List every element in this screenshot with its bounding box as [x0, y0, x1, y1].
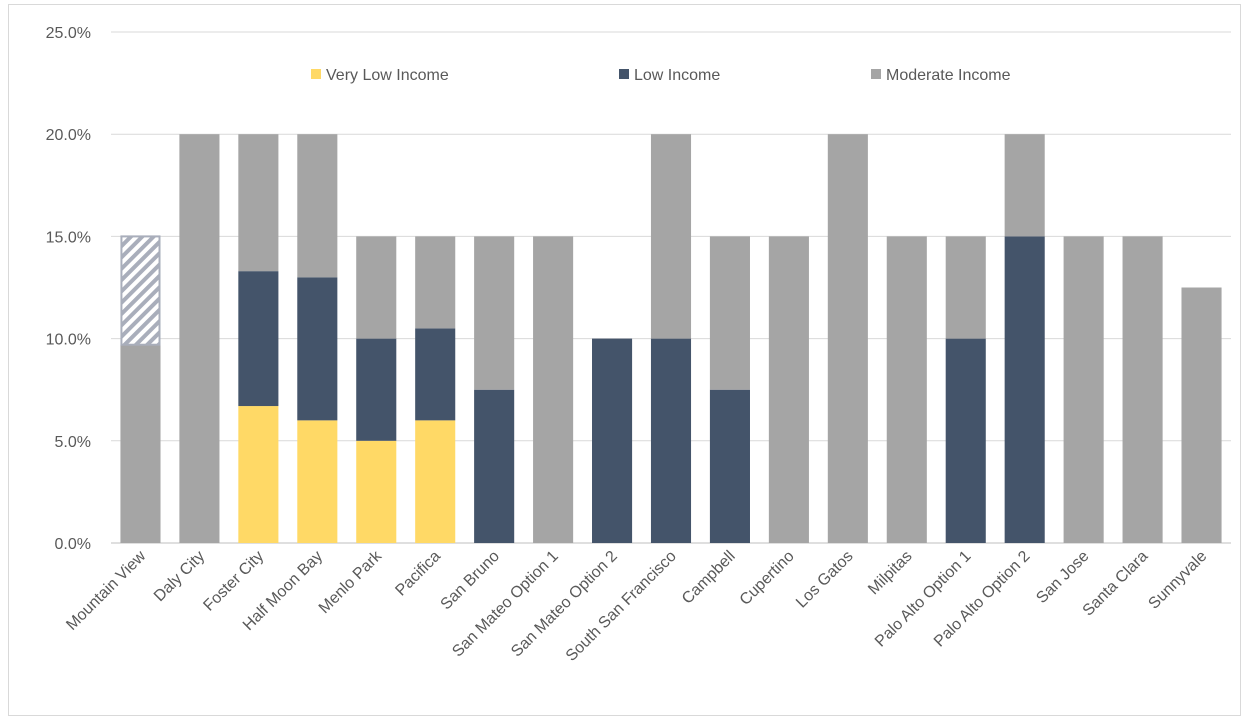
bar-segment: [356, 338, 397, 441]
x-tick-label: San Jose: [1033, 548, 1092, 607]
x-tick-label: San Mateo Option 1: [449, 548, 562, 661]
bar-segment: [709, 389, 750, 543]
bar-segment: [945, 236, 986, 339]
x-tick-label: South San Francisco: [563, 548, 680, 665]
bar-segment: [1063, 236, 1104, 543]
bar-segment: [1004, 134, 1045, 237]
x-tick-label: Campbell: [679, 548, 739, 608]
legend: Very Low Income Low Income Moderate Income: [311, 67, 1011, 84]
bar-segment: [179, 134, 220, 543]
bar-segment: [356, 236, 397, 339]
bar-segment: [238, 406, 279, 543]
legend-swatch: [871, 69, 881, 79]
y-tick-label: 25.0%: [46, 25, 91, 42]
bar-segment: [238, 271, 279, 407]
chart-frame: 0.0% 5.0% 10.0% 15.0% 20.0% 25.0% Mountain Vi…: [8, 4, 1241, 716]
hatched-bar-segment: [120, 235, 161, 346]
bar-segment: [297, 420, 338, 543]
x-tick-label: Menlo Park: [316, 547, 386, 617]
legend-swatch: [619, 69, 629, 79]
bar-segment: [886, 236, 927, 543]
bar-segment: [415, 328, 456, 421]
y-tick-label: 15.0%: [46, 229, 91, 246]
bar-segment: [297, 134, 338, 278]
bar-segment: [415, 420, 456, 543]
bar-segment: [709, 236, 750, 390]
bar-segment: [415, 236, 456, 329]
legend-label: Moderate Income: [886, 67, 1011, 84]
bars: [120, 134, 1222, 543]
bar-segment: [238, 134, 279, 272]
bar-segment: [650, 134, 692, 339]
bar-segment: [297, 277, 338, 421]
x-tick-label: Mountain View: [63, 547, 149, 633]
bar-segment: [356, 440, 397, 543]
y-tick-label: 10.0%: [46, 332, 91, 349]
x-tick-label: Milpitas: [865, 548, 915, 598]
y-tick-label: 5.0%: [55, 434, 91, 451]
bar-segment: [533, 236, 574, 543]
bar-segment: [474, 389, 515, 543]
bar-segment: [120, 344, 161, 543]
bar-segment: [1004, 236, 1045, 543]
bar-segment: [650, 338, 692, 543]
bar-segment: [592, 338, 633, 543]
x-tick-label: Sunnyvale: [1145, 548, 1210, 613]
y-tick-label: 0.0%: [55, 536, 91, 553]
stacked-bar-chart: 0.0% 5.0% 10.0% 15.0% 20.0% 25.0% Mountain Vi…: [46, 25, 1231, 665]
bar-segment: [1122, 236, 1163, 543]
bar-segment: [768, 236, 809, 543]
y-axis: 0.0% 5.0% 10.0% 15.0% 20.0% 25.0%: [46, 25, 91, 553]
legend-swatch: [311, 69, 321, 79]
x-tick-label: Pacifica: [392, 548, 444, 600]
x-tick-label: Los Gatos: [793, 548, 857, 612]
bar-segment: [827, 134, 868, 543]
x-tick-label: Cupertino: [737, 548, 798, 609]
x-tick-label: San Mateo Option 2: [508, 548, 621, 661]
bar-segment: [945, 338, 986, 543]
legend-label: Very Low Income: [326, 67, 449, 84]
bar-segment: [1181, 287, 1222, 543]
bar-segment: [474, 236, 515, 390]
y-tick-label: 20.0%: [46, 127, 91, 144]
x-tick-label: Daly City: [151, 548, 208, 605]
legend-label: Low Income: [634, 67, 720, 84]
